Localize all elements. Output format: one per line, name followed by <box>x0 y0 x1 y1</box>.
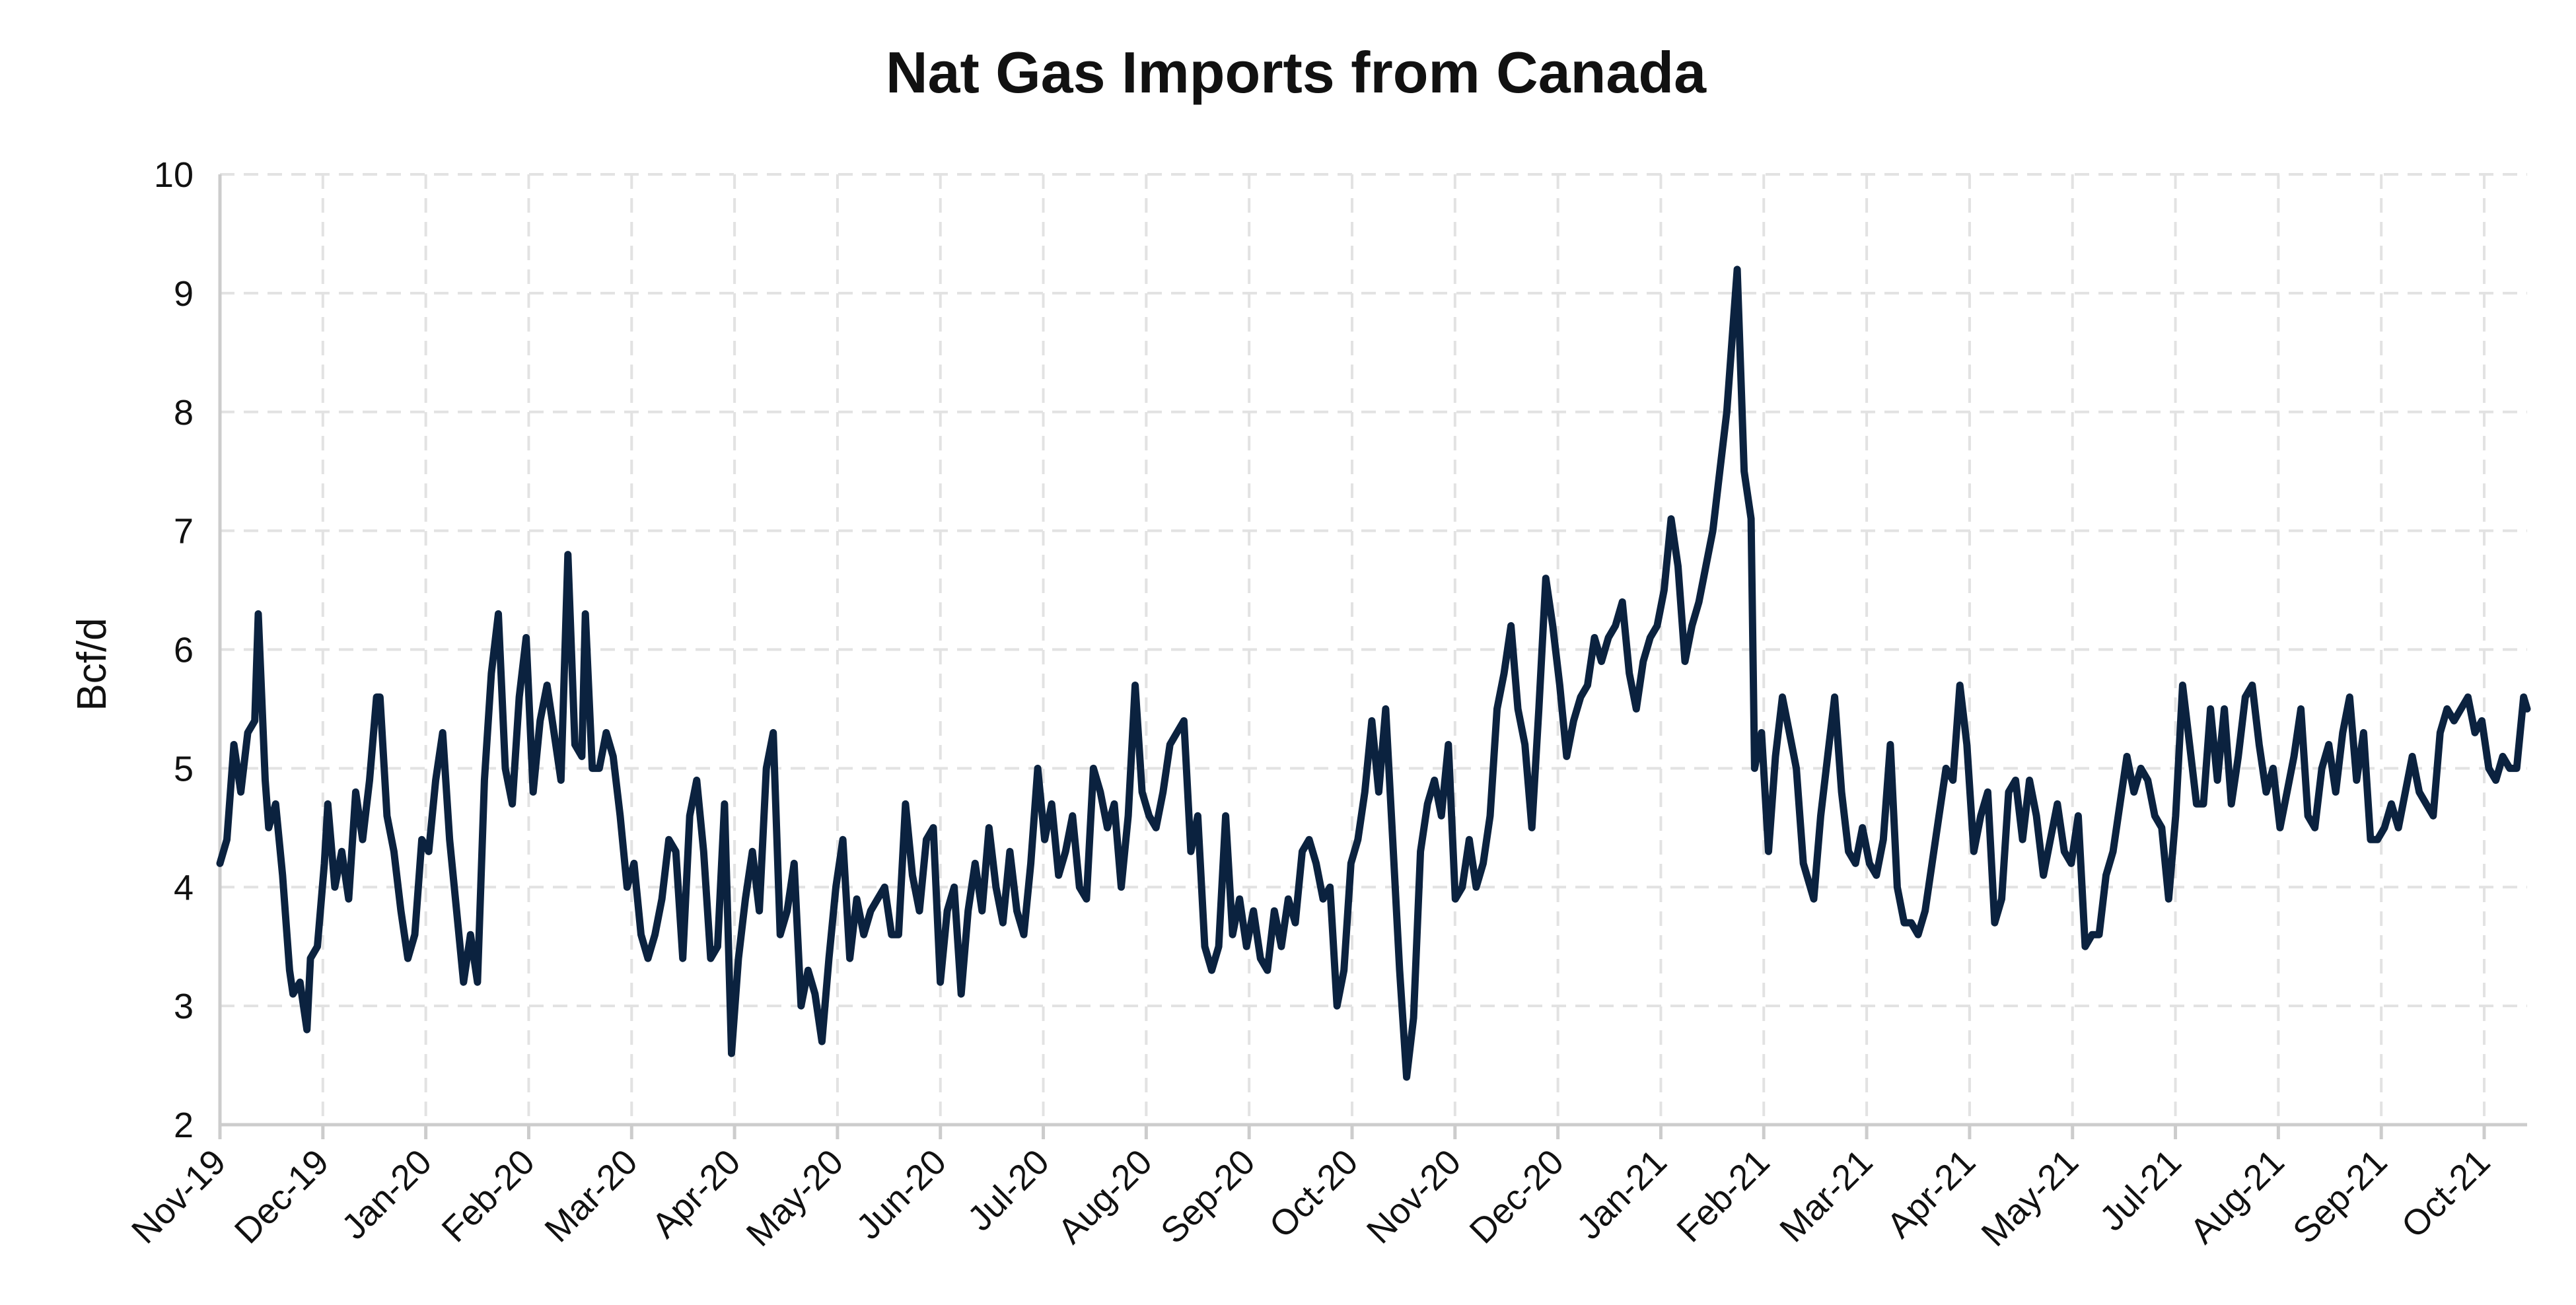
x-tick-label: Nov-19 <box>124 1142 234 1252</box>
y-tick-labels: 2 3 4 5 6 7 8 9 10 <box>154 155 194 1145</box>
y-tick-label: 5 <box>174 749 194 789</box>
x-tick-label: May-21 <box>1974 1142 2086 1254</box>
x-tick-label: Jan-21 <box>1569 1142 1674 1247</box>
x-tick-label: Feb-21 <box>1669 1142 1777 1250</box>
x-tick-label: May-20 <box>739 1142 851 1254</box>
y-tick-label: 6 <box>174 631 194 670</box>
x-tick-label: Apr-21 <box>1879 1142 1983 1246</box>
series-line <box>216 265 2531 1081</box>
x-tick-label: Mar-20 <box>537 1142 645 1250</box>
x-tick-labels: Nov-19Dec-19Jan-20Feb-20Mar-20Apr-20May-… <box>124 1142 2498 1254</box>
x-tick-label: Jul-20 <box>960 1142 1057 1238</box>
x-tick-label: Sep-20 <box>1153 1142 1263 1252</box>
x-tick-label: Oct-21 <box>2394 1142 2497 1246</box>
series-layer <box>216 265 2531 1081</box>
x-tick-label: Oct-20 <box>1262 1142 1365 1246</box>
x-tick-label: Aug-20 <box>1050 1142 1160 1252</box>
y-axis-label: Bcf/d <box>69 617 115 711</box>
x-tick-label: Jun-20 <box>849 1142 954 1247</box>
y-tick-label: 9 <box>174 274 194 314</box>
axes <box>218 174 2527 1139</box>
y-tick-label: 10 <box>154 155 194 195</box>
x-tick-label: Dec-19 <box>227 1142 337 1252</box>
y-tick-label: 4 <box>174 868 194 907</box>
x-tick-label: Mar-21 <box>1772 1142 1880 1250</box>
y-tick-label: 7 <box>174 512 194 551</box>
x-tick-label: Jan-20 <box>334 1142 439 1247</box>
x-tick-label: Apr-20 <box>645 1142 748 1246</box>
x-tick-label: Feb-20 <box>435 1142 542 1250</box>
y-tick-label: 2 <box>174 1106 194 1145</box>
chart-title: Nat Gas Imports from Canada <box>886 40 1707 105</box>
x-tick-label: Nov-20 <box>1359 1142 1469 1252</box>
y-tick-label: 8 <box>174 393 194 433</box>
x-tick-label: Aug-21 <box>2182 1142 2292 1252</box>
x-tick-label: Sep-21 <box>2285 1142 2395 1252</box>
gridlines <box>220 173 2527 1125</box>
x-tick-label: Jul-21 <box>2093 1142 2189 1238</box>
y-tick-label: 3 <box>174 987 194 1026</box>
x-tick-label: Dec-20 <box>1462 1142 1572 1252</box>
